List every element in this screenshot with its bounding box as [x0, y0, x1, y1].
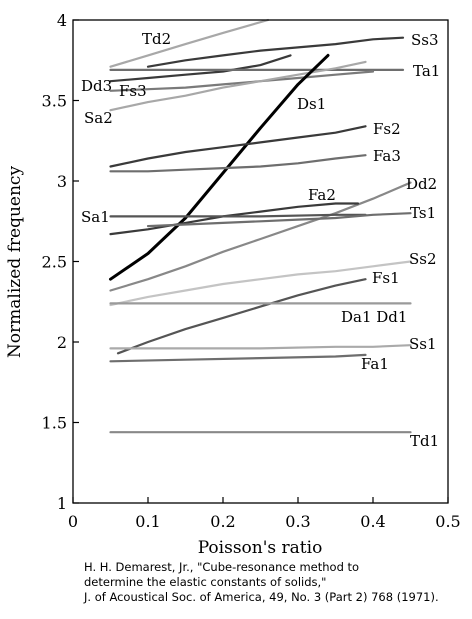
series-label-sa2: Sa2 — [84, 109, 113, 127]
y-axis-title: Normalized frequency — [5, 166, 25, 359]
series-line-fa2 — [109, 202, 360, 236]
y-tick-label: 3.5 — [42, 92, 67, 111]
series-line-sa2 — [109, 60, 367, 112]
series-line-fa3 — [109, 154, 367, 173]
series-label-sa1: Sa1 — [81, 208, 110, 226]
x-axis-title: Poisson's ratio — [198, 538, 323, 558]
series-label-fa1: Fa1 — [361, 355, 389, 373]
series-line-ss1 — [109, 344, 412, 350]
y-tick-label: 3 — [57, 172, 67, 191]
x-tick-label: 0.5 — [435, 512, 460, 531]
y-tick-label: 1.5 — [42, 414, 67, 433]
series-label-fs1: Fs1 — [372, 269, 400, 287]
citation-line-3: J. of Acoustical Soc. of America, 49, No… — [84, 590, 439, 604]
series-label-ds1: Ds1 — [297, 95, 326, 113]
series-line-dd3 — [109, 54, 292, 83]
series-label-da1-dd1: Da1 Dd1 — [341, 308, 407, 326]
x-tick-label: 0.1 — [135, 512, 160, 531]
chart: 0 0.1 0.2 0.3 0.4 0.511.522.533.54 Td2 Ss3Dd3T… — [5, 11, 461, 558]
x-tick-label: 0.3 — [285, 512, 310, 531]
y-tick-label: 1 — [57, 494, 67, 513]
citation-line-1: H. H. Demarest, Jr., "Cube-resonance met… — [84, 560, 360, 574]
series-line-ds1 — [109, 53, 330, 281]
series-line-dd2 — [109, 181, 412, 292]
axes: 0 0.1 0.2 0.3 0.4 0.5 1 1.5 2 2.5 3 3.5 4 — [42, 11, 461, 531]
series-line-fs1 — [116, 278, 367, 355]
series-line-fs3 — [109, 70, 375, 92]
series-label-fa2: Fa2 — [308, 186, 336, 204]
series-label-td1: Td1 — [410, 432, 439, 450]
x-tick-label: 0.4 — [360, 512, 385, 531]
series-label-ts1: Ts1 — [410, 204, 436, 222]
series-line-fs2 — [109, 125, 367, 168]
series-label-ta1: Ta1 — [413, 62, 440, 80]
series-label-td2: Td2 — [142, 30, 171, 48]
series-labels: Td2 Ss3 Dd3 Ta1 Fs3 Sa2 Ds1 Fs2 Fa3 Dd2 Fa2 Sa1 Ts1 S… — [81, 30, 440, 450]
series-label-dd2: Dd2 — [406, 175, 437, 193]
series-label-ss3: Ss3 — [411, 31, 439, 49]
y-tick-label: 4 — [57, 11, 67, 30]
citation: H. H. Demarest, Jr., "Cube-resonance met… — [84, 560, 464, 605]
x-tick-label: 0 — [68, 512, 78, 531]
series-line-fa1 — [109, 353, 367, 363]
series-line-ts1 — [146, 212, 412, 228]
series-line-ss3 — [146, 36, 405, 68]
y-tick-label: 2 — [57, 333, 67, 352]
y-tick-label: 2.5 — [42, 253, 67, 272]
series-line-ss2 — [109, 260, 412, 307]
series-line-sa1 — [109, 213, 367, 218]
series-label-fs3: Fs3 — [119, 82, 147, 100]
series-label-ss1: Ss1 — [409, 335, 437, 353]
series-label-fa3: Fa3 — [373, 147, 401, 165]
series-label-ss2: Ss2 — [409, 250, 437, 268]
series-label-fs2: Fs2 — [373, 120, 401, 138]
series-label-dd3: Dd3 — [81, 77, 112, 95]
plot-lines — [109, 18, 412, 434]
citation-line-2: determine the elastic constants of solid… — [84, 575, 327, 589]
x-tick-label: 0.2 — [210, 512, 235, 531]
series-line-td2 — [109, 18, 270, 68]
